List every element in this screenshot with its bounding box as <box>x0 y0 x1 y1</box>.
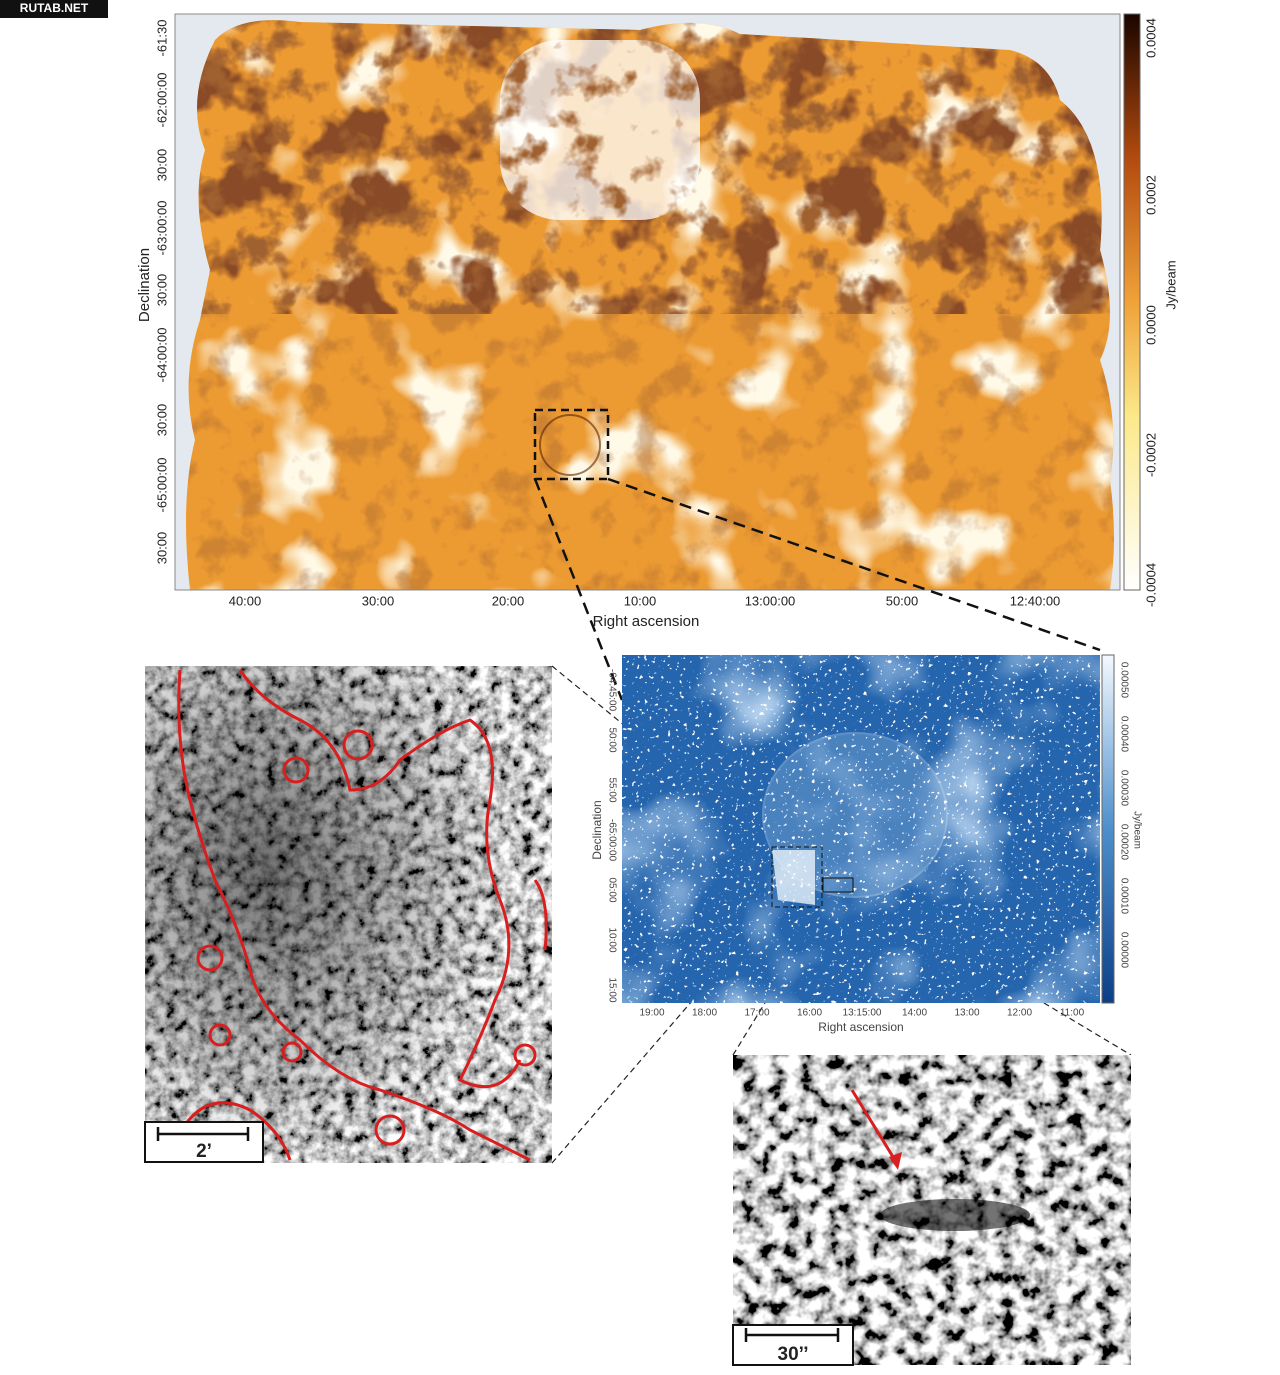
y-tick-label: -62:00:00 <box>154 73 169 128</box>
contour <box>533 879 548 951</box>
inset-x-tick-label: 19:00 <box>639 1008 664 1019</box>
y-tick-label: -65:00:00 <box>154 458 169 513</box>
inset-x-tick-label: 13:00 <box>954 1008 979 1019</box>
blue-inset <box>622 655 1100 1003</box>
colorbar-tick-label: 0.0000 <box>1143 305 1158 345</box>
scale-bar <box>744 1328 840 1342</box>
map-border <box>174 13 1121 591</box>
dark-lane <box>145 666 552 1163</box>
inset-x-tick-label: 14:00 <box>902 1008 927 1019</box>
contour <box>513 1043 537 1067</box>
colorbar-tick-label: 0.0002 <box>1143 175 1158 215</box>
inset-y-tick-label: -64:45:00 <box>606 669 617 712</box>
scale-bar-box <box>144 1121 264 1163</box>
zoom-box-small <box>822 877 854 893</box>
scale-bar-box <box>732 1324 854 1366</box>
inset-x-tick-label: 11:00 <box>1060 1008 1085 1019</box>
contour <box>183 1101 292 1161</box>
watermark-bg <box>0 0 108 18</box>
y-axis-label: Declination <box>136 248 153 322</box>
zoom-left: 2’ <box>144 666 552 1163</box>
contour <box>374 1114 406 1146</box>
inset-y-tick-label: -65:00:00 <box>606 819 617 862</box>
inset-x-tick-label: 16:00 <box>797 1008 822 1019</box>
connectors <box>533 477 1101 701</box>
inset-colorbar-label: Jy/beam <box>1131 811 1142 849</box>
connector <box>607 477 1101 652</box>
scale-bar-label: 30’’ <box>778 1344 809 1365</box>
dark-feature <box>880 1199 1030 1231</box>
map-dark-bottom <box>186 300 1114 590</box>
scale-bar-label: 2’ <box>196 1141 212 1162</box>
inset-x-label: Right ascension <box>818 1020 903 1034</box>
inset-y-tick-label: 05:00 <box>606 877 617 902</box>
x-axis-label: Right ascension <box>593 613 700 630</box>
colorbar-tick-label: 0.0004 <box>1143 18 1158 58</box>
x-tick-label: 50:00 <box>886 593 919 608</box>
inset-colorbar-tick-label: 0.00040 <box>1118 716 1129 753</box>
zoom-right: 30’’ <box>732 1055 1131 1366</box>
orange-map <box>186 20 1114 590</box>
zoom-box <box>771 846 823 908</box>
inset-colorbar-tick-label: 0.00030 <box>1118 770 1129 807</box>
y-tick-label: -63:00:00 <box>154 201 169 256</box>
arrow <box>850 1089 900 1166</box>
connector <box>533 478 624 701</box>
y-tick-label: 30:00 <box>154 149 169 182</box>
y-tick-label: 30:00 <box>154 404 169 437</box>
contour <box>196 944 224 972</box>
contour <box>342 729 374 761</box>
inset-y-tick-label: 15:00 <box>606 977 617 1002</box>
y-tick-label: 30:00 <box>154 532 169 565</box>
y-tick-label: 30:00 <box>154 274 169 307</box>
main-ticks: -61:30 -62:00:00 30:00 -63:00:00 30:00 -64:00… <box>154 18 1158 608</box>
inset-x-tick-label: 13:15:00 <box>843 1008 882 1019</box>
contour <box>238 669 522 1089</box>
watermark: RUTAB.NET <box>20 1 89 15</box>
inset-colorbar-tick-label: 0.00020 <box>1118 824 1129 861</box>
contour <box>281 1041 303 1063</box>
x-tick-label: 30:00 <box>362 593 395 608</box>
snr-shell <box>539 414 601 476</box>
colorbar <box>1123 13 1141 591</box>
x-tick-label: 40:00 <box>229 593 262 608</box>
inset-y-tick-label: 55:00 <box>606 777 617 802</box>
inset-y-label: Declination <box>590 800 604 859</box>
y-tick-label: -61:30 <box>154 20 169 57</box>
x-tick-label: 20:00 <box>492 593 525 608</box>
colorbar-tick-label: -0.0004 <box>1143 563 1158 607</box>
inset-colorbar-tick-label: 0.00050 <box>1118 662 1129 699</box>
contour <box>208 1023 232 1047</box>
scale-bar <box>156 1127 250 1141</box>
colorbar-tick-label: -0.0002 <box>1143 433 1158 477</box>
x-tick-label: 10:00 <box>624 593 657 608</box>
contour <box>282 756 310 784</box>
x-tick-label: 13:00:00 <box>745 593 796 608</box>
inset-y-tick-label: 10:00 <box>606 927 617 952</box>
map-dark-top2 <box>186 20 1114 314</box>
inset-colorbar-tick-label: 0.00000 <box>1118 932 1129 969</box>
contours <box>177 669 548 1162</box>
inset-x-tick-label: 12:00 <box>1007 1008 1032 1019</box>
inset-colorbar <box>1101 654 1115 1004</box>
arrow-head <box>889 1152 902 1170</box>
colorbar-label: Jy/beam <box>1163 260 1178 309</box>
y-tick-label: -64:00:00 <box>154 328 169 383</box>
zoom-box <box>533 408 610 481</box>
x-tick-label: 12:40:00 <box>1010 593 1061 608</box>
inset-x-tick-label: 17:00 <box>744 1008 769 1019</box>
inset-stars <box>622 655 1100 1003</box>
inset-x-tick-label: 18:00 <box>692 1008 717 1019</box>
contour <box>177 669 531 1162</box>
inset-y-tick-label: 50:00 <box>606 727 617 752</box>
inset-ticks: -64:45:00 50:00 55:00 -65:00:00 05:00 10:00 15… <box>606 662 1129 1019</box>
inset-colorbar-tick-label: 0.00010 <box>1118 878 1129 915</box>
